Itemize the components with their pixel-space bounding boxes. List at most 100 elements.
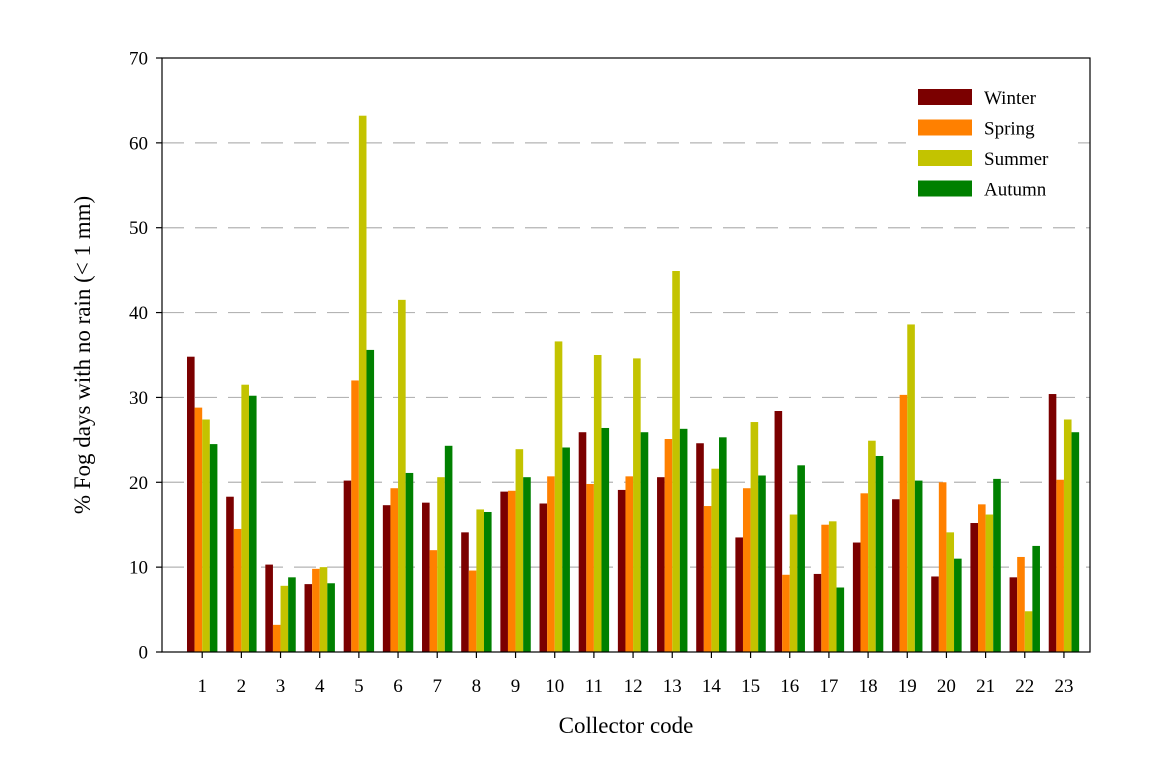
bar-autumn-13: [679, 428, 688, 652]
legend-label-spring: Spring: [984, 119, 1035, 140]
bar-autumn-10: [562, 447, 570, 652]
bar-autumn-5: [366, 349, 375, 652]
bar-summer-23: [1063, 419, 1072, 652]
bar-autumn-2: [248, 395, 257, 652]
bar-autumn-12: [640, 432, 649, 652]
bar-summer-12: [633, 358, 641, 652]
y-tick-label: 50: [129, 218, 148, 239]
bar-winter-20: [931, 576, 939, 652]
bar-summer-8: [476, 509, 484, 652]
bar-spring-13: [664, 439, 673, 652]
x-tick-label: 17: [819, 676, 838, 697]
bar-winter-23: [1048, 394, 1057, 652]
y-tick-label: 40: [129, 303, 148, 324]
x-tick-label: 19: [898, 676, 917, 697]
x-tick-label: 16: [780, 676, 799, 697]
x-tick-label: 10: [545, 676, 564, 697]
x-tick-label: 22: [1015, 676, 1034, 697]
bar-spring-11: [586, 483, 594, 652]
legend-swatch-winter: [918, 89, 972, 105]
bar-winter-1: [187, 356, 195, 652]
x-tick-label: 5: [354, 676, 364, 697]
bar-spring-4: [312, 568, 320, 652]
bar-spring-20: [938, 482, 947, 652]
legend-label-summer: Summer: [984, 149, 1049, 170]
x-tick-label: 14: [702, 676, 722, 697]
bar-spring-15: [742, 488, 751, 652]
bar-autumn-22: [1032, 545, 1040, 652]
x-tick-label: 23: [1054, 676, 1073, 697]
y-tick-label: 30: [129, 388, 148, 409]
x-tick-label: 8: [472, 676, 482, 697]
x-tick-label: 11: [585, 676, 603, 697]
bars: [187, 115, 1080, 652]
bar-winter-4: [304, 584, 313, 652]
bar-summer-18: [868, 440, 876, 652]
x-tick-label: 15: [741, 676, 760, 697]
bar-summer-11: [593, 355, 602, 652]
bar-spring-18: [860, 493, 869, 652]
x-tick-label: 1: [197, 676, 207, 697]
x-tick-label: 9: [511, 676, 521, 697]
legend-label-winter: Winter: [984, 88, 1037, 109]
bar-autumn-3: [288, 577, 296, 652]
bar-spring-9: [507, 490, 516, 652]
bar-summer-4: [319, 567, 328, 652]
y-tick-label: 0: [139, 643, 149, 664]
bar-autumn-7: [444, 445, 453, 652]
legend: Winter Spring Summer Autumn: [918, 88, 1049, 201]
bar-autumn-4: [327, 583, 335, 652]
bar-spring-16: [782, 574, 790, 652]
bar-spring-3: [272, 624, 281, 652]
bar-spring-14: [703, 506, 712, 652]
bar-spring-6: [390, 488, 399, 652]
x-tick-label: 6: [393, 676, 403, 697]
bar-spring-17: [821, 524, 829, 652]
x-tick-label: 13: [663, 676, 682, 697]
bar-autumn-11: [601, 427, 610, 652]
bar-spring-2: [233, 528, 242, 652]
plot-frame: [161, 57, 1091, 653]
x-tick-label: 18: [859, 676, 878, 697]
bar-autumn-14: [719, 437, 727, 652]
bar-spring-21: [978, 504, 986, 652]
legend-label-autumn: Autumn: [984, 180, 1047, 201]
x-tick-label: 4: [315, 676, 325, 697]
bar-spring-12: [625, 476, 634, 652]
bar-winter-7: [422, 502, 430, 652]
bar-spring-5: [351, 380, 359, 652]
bar-winter-12: [617, 489, 626, 652]
bar-summer-16: [789, 514, 798, 652]
bar-winter-18: [852, 542, 861, 652]
y-axis: 0 10 20 30 40 50 60 70: [129, 49, 162, 664]
y-axis-title: % Fog days with no rain (< 1 mm): [70, 196, 95, 514]
bar-winter-16: [774, 411, 783, 652]
x-axis-title: Collector code: [559, 713, 694, 738]
bar-summer-15: [750, 422, 759, 652]
bar-winter-9: [500, 491, 508, 652]
bar-autumn-20: [954, 558, 962, 652]
bar-summer-14: [711, 468, 720, 652]
bar-summer-7: [437, 477, 445, 652]
bar-autumn-1: [209, 444, 218, 652]
bar-summer-20: [946, 532, 955, 652]
bar-autumn-23: [1071, 432, 1080, 652]
bar-autumn-19: [914, 480, 923, 652]
x-tick-label: 21: [976, 676, 995, 697]
bar-spring-10: [547, 476, 555, 652]
bar-spring-23: [1056, 479, 1064, 652]
x-tick-label: 20: [937, 676, 956, 697]
x-tick-label: 3: [276, 676, 286, 697]
legend-swatch-spring: [918, 119, 972, 136]
bar-spring-1: [194, 407, 203, 652]
bar-winter-6: [382, 505, 391, 652]
x-tick-label: 7: [432, 676, 442, 697]
bar-winter-17: [813, 573, 822, 652]
bar-autumn-18: [875, 455, 884, 652]
bar-winter-5: [343, 480, 352, 652]
y-tick-label: 10: [129, 558, 148, 579]
x-tick-label: 2: [237, 676, 247, 697]
bar-summer-19: [907, 324, 915, 652]
x-tick-label: 12: [624, 676, 643, 697]
